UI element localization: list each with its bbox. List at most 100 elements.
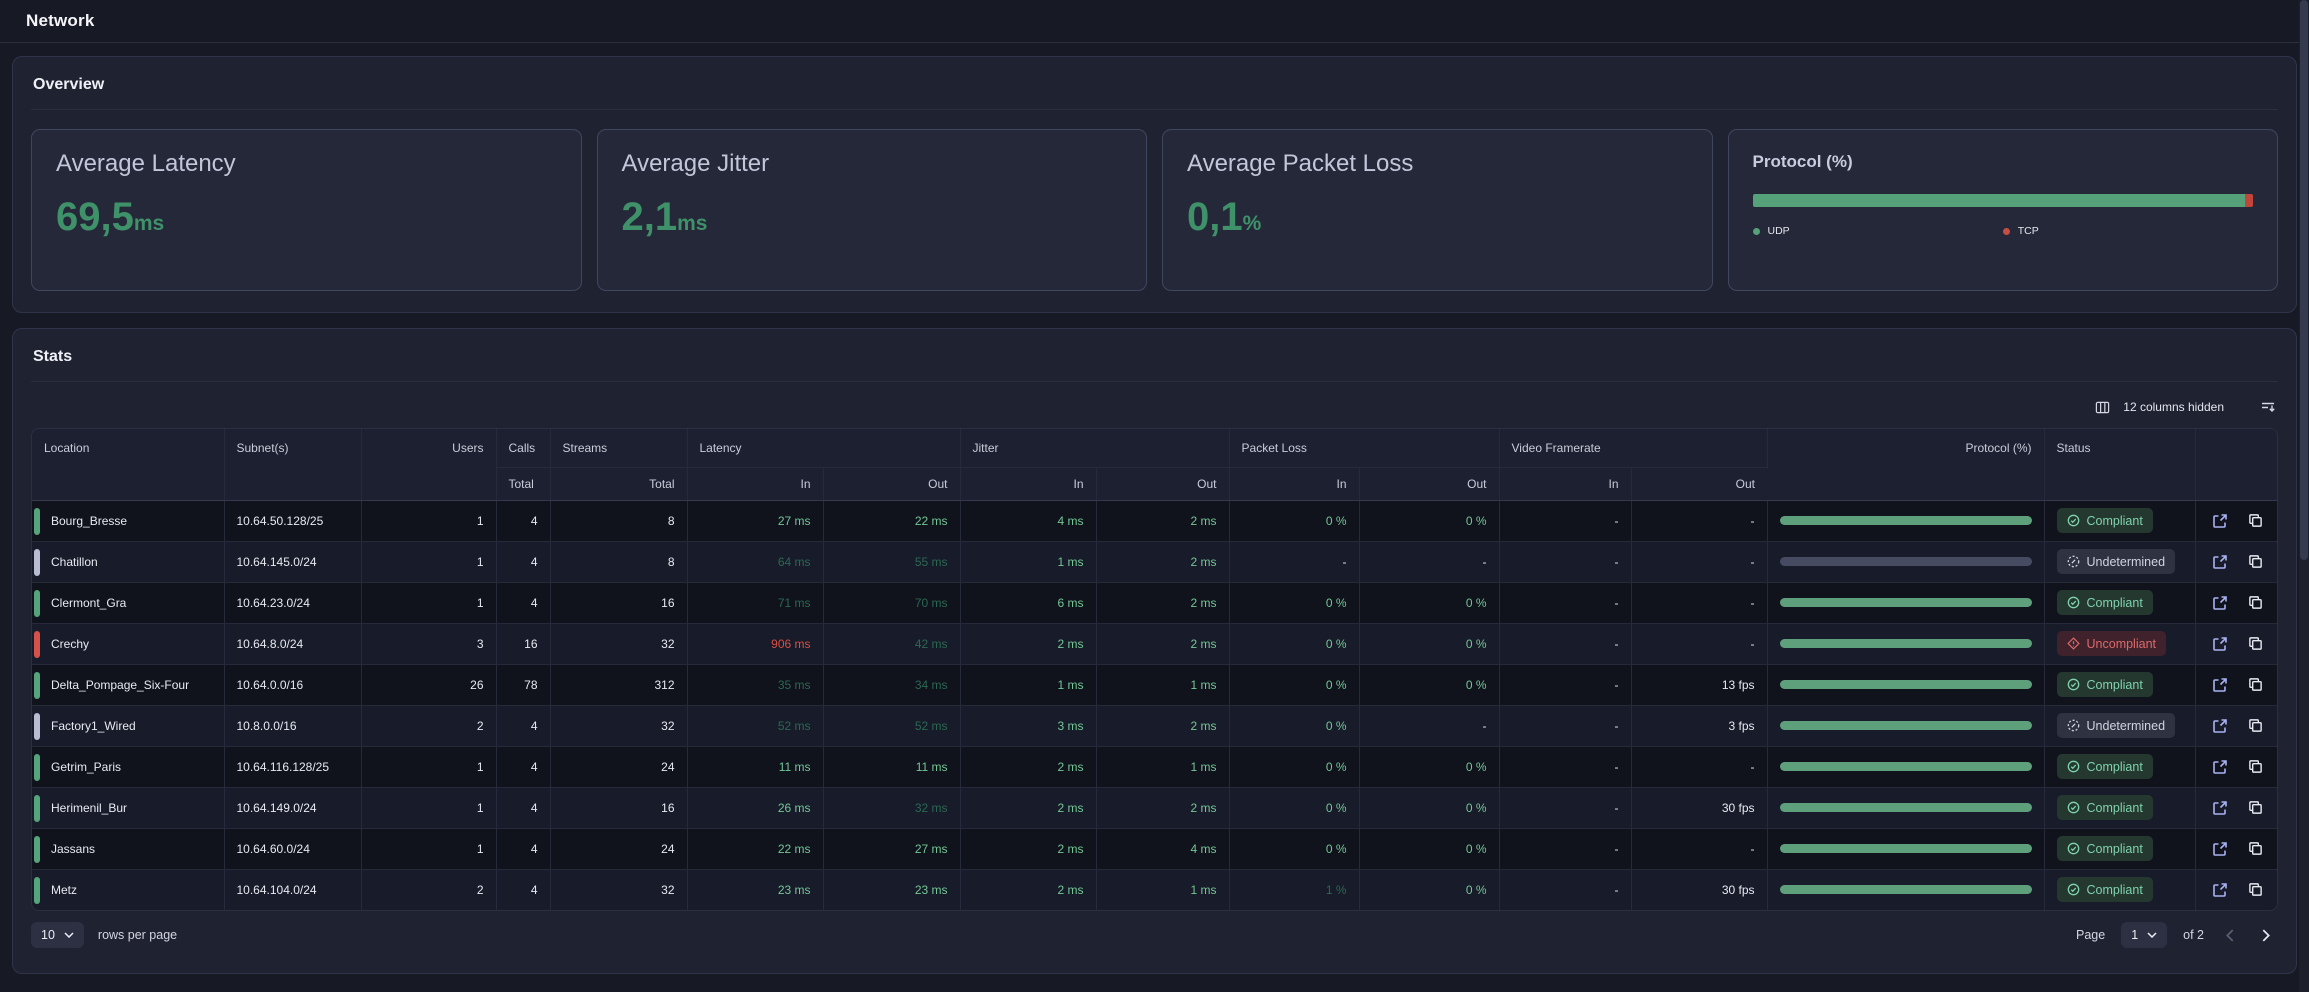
scrollbar-thumb[interactable] <box>2300 0 2308 560</box>
copy-row-button[interactable] <box>2248 636 2263 651</box>
copy-icon <box>2248 760 2262 773</box>
copy-row-button[interactable] <box>2248 554 2263 569</box>
copy-row-button[interactable] <box>2248 595 2263 610</box>
cell-calls-total: 16 <box>496 622 551 664</box>
subcol-streams-total[interactable]: Total <box>550 467 688 501</box>
status-badge: Compliant <box>2056 754 2153 779</box>
page-select[interactable]: 1 <box>2121 922 2168 948</box>
cell-latency-in: 71 ms <box>687 581 824 623</box>
cell-video-framerate-out: 13 fps <box>1631 663 1768 705</box>
cell-location: Factory1_Wired <box>32 704 225 746</box>
cell-video-framerate-in: - <box>1499 704 1632 746</box>
open-details-button[interactable] <box>2212 882 2228 898</box>
cell-calls-total: 4 <box>496 868 551 910</box>
card-value-unit: % <box>1242 211 1262 235</box>
open-details-button[interactable] <box>2212 677 2228 693</box>
copy-row-button[interactable] <box>2248 759 2263 774</box>
col-header-streams[interactable]: Streams <box>550 429 688 468</box>
rows-per-page-value: 10 <box>41 928 55 942</box>
cell-streams-total: 8 <box>550 500 688 541</box>
status-badge-label: Compliant <box>2086 513 2143 528</box>
copy-row-button[interactable] <box>2248 882 2263 897</box>
cell-video-framerate-out: - <box>1631 827 1768 869</box>
cell-streams-total: 24 <box>550 827 688 869</box>
open-details-button[interactable] <box>2212 636 2228 652</box>
status-badge: Compliant <box>2056 590 2153 615</box>
subcol-packet-loss-out[interactable]: Out <box>1359 467 1500 501</box>
open-details-button[interactable] <box>2212 513 2228 529</box>
cell-protocol <box>1767 581 2045 623</box>
cell-packet-loss-in: 0 % <box>1229 622 1360 664</box>
status-badge-label: Compliant <box>2086 759 2143 774</box>
cell-status: Compliant <box>2044 581 2196 623</box>
open-details-button[interactable] <box>2212 595 2228 611</box>
protocol-bar <box>1779 803 2032 812</box>
col-header-jitter[interactable]: Jitter <box>960 429 1230 468</box>
open-details-button[interactable] <box>2212 718 2228 734</box>
copy-row-button[interactable] <box>2248 800 2263 815</box>
copy-row-button[interactable] <box>2248 677 2263 692</box>
subcol-jitter-out[interactable]: Out <box>1096 467 1230 501</box>
card-title: Average Latency <box>56 150 236 177</box>
cell-latency-in: 906 ms <box>687 622 824 664</box>
col-header-status[interactable]: Status <box>2044 429 2196 501</box>
cell-location: Chatillon <box>32 540 225 582</box>
card-value-unit: ms <box>133 211 165 235</box>
card-average-jitter: Average Jitter 2,1ms <box>596 129 1147 291</box>
check-circle-icon <box>2067 801 2079 814</box>
external-link-icon <box>2212 595 2227 610</box>
subcol-latency-in[interactable]: In <box>687 467 824 501</box>
card-value: 0,1% <box>1187 195 1688 239</box>
column-settings-icon <box>2262 402 2275 412</box>
subcol-latency-out[interactable]: Out <box>823 467 961 501</box>
rows-per-page-select[interactable]: 10 <box>31 922 84 948</box>
cell-jitter-out: 1 ms <box>1096 745 1230 787</box>
cell-video-framerate-out: - <box>1631 581 1768 623</box>
cell-latency-in: 23 ms <box>687 868 824 910</box>
protocol-bar <box>1779 721 2032 730</box>
cell-jitter-out: 2 ms <box>1096 581 1230 623</box>
row-status-accent <box>34 630 40 658</box>
cell-latency-in: 35 ms <box>687 663 824 705</box>
col-header-actions <box>2195 429 2277 501</box>
open-details-button[interactable] <box>2212 800 2228 816</box>
copy-row-button[interactable] <box>2248 513 2263 528</box>
open-details-button[interactable] <box>2212 759 2228 775</box>
col-header-packet-loss[interactable]: Packet Loss <box>1229 429 1500 468</box>
col-header-protocol[interactable]: Protocol (%) <box>1767 429 2045 501</box>
cell-subnet: 10.64.116.128/25 <box>224 745 362 787</box>
cell-packet-loss-in: - <box>1229 540 1360 582</box>
copy-row-button[interactable] <box>2248 841 2263 856</box>
col-header-latency[interactable]: Latency <box>687 429 961 468</box>
open-details-button[interactable] <box>2212 841 2228 857</box>
col-header-calls[interactable]: Calls <box>496 429 551 468</box>
open-details-button[interactable] <box>2212 554 2228 570</box>
next-page-button[interactable] <box>2256 928 2276 942</box>
subcol-calls-total[interactable]: Total <box>496 467 551 501</box>
cell-protocol <box>1767 827 2045 869</box>
col-header-video-framerate[interactable]: Video Framerate <box>1499 429 1768 468</box>
status-badge-label: Compliant <box>2086 677 2143 692</box>
column-settings-button[interactable] <box>2260 399 2276 415</box>
cell-packet-loss-in: 1 % <box>1229 868 1360 910</box>
subcol-video-framerate-in[interactable]: In <box>1499 467 1632 501</box>
status-badge-label: Undetermined <box>2086 718 2166 733</box>
cell-subnet: 10.64.149.0/24 <box>224 786 362 828</box>
subcol-packet-loss-in[interactable]: In <box>1229 467 1360 501</box>
previous-page-button[interactable] <box>2220 928 2240 942</box>
col-header-subnet[interactable]: Subnet(s) <box>224 429 362 501</box>
status-badge: Compliant <box>2056 672 2153 697</box>
cell-packet-loss-out: 0 % <box>1359 500 1500 541</box>
card-protocol: Protocol (%) UDP TCP <box>1727 129 2278 291</box>
cell-status: Uncompliant <box>2044 622 2196 664</box>
col-header-location[interactable]: Location <box>32 429 225 501</box>
cell-actions <box>2195 500 2277 541</box>
page-scrollbar[interactable] <box>2299 0 2309 992</box>
subcol-jitter-in[interactable]: In <box>960 467 1097 501</box>
col-header-users[interactable]: Users <box>361 429 497 501</box>
cell-calls-total: 4 <box>496 500 551 541</box>
cell-video-framerate-in: - <box>1499 868 1632 910</box>
copy-row-button[interactable] <box>2248 718 2263 733</box>
status-badge-label: Compliant <box>2086 882 2143 897</box>
subcol-video-framerate-out[interactable]: Out <box>1631 467 1768 501</box>
